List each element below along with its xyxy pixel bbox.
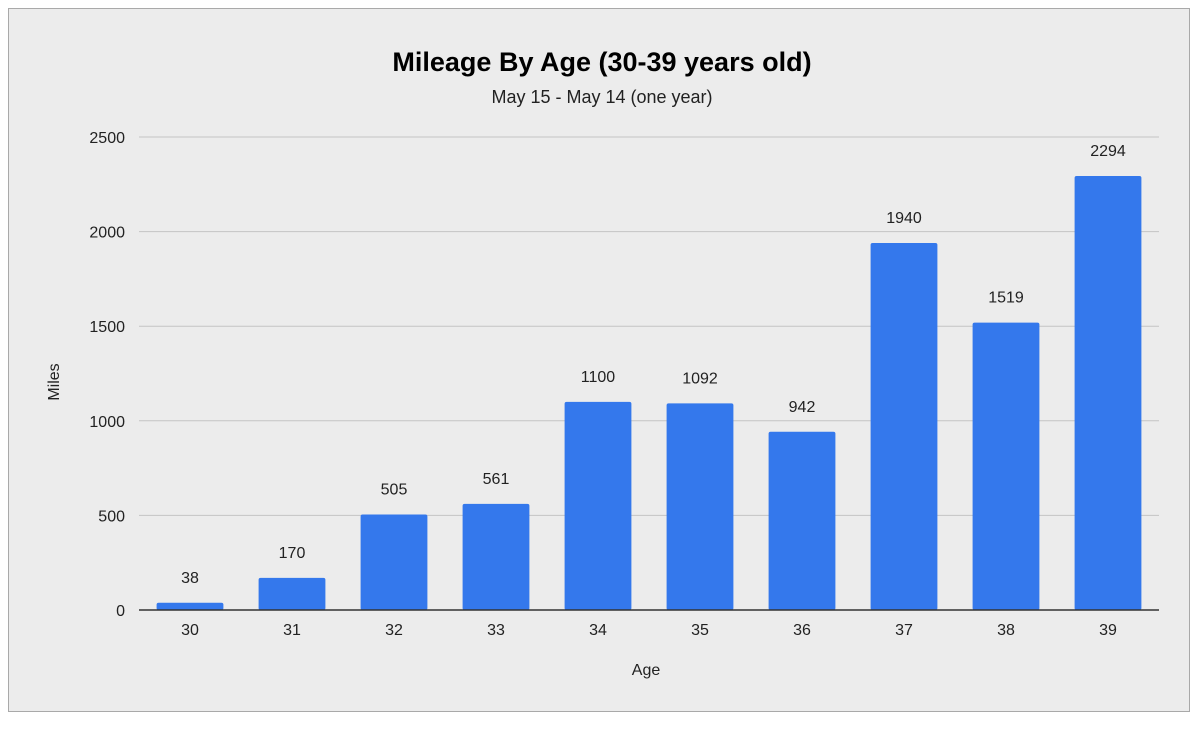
bar-age-33 — [462, 503, 530, 610]
x-tick-label: 33 — [487, 622, 505, 639]
bar-age-37 — [870, 242, 938, 610]
y-tick-label: 2500 — [89, 130, 125, 147]
y-tick-label: 1500 — [89, 319, 125, 336]
bar-age-39 — [1074, 175, 1142, 610]
bar-age-36 — [768, 431, 836, 610]
chart-subtitle: May 15 - May 14 (one year) — [491, 87, 712, 107]
bar-chart: Mileage By Age (30-39 years old) May 15 … — [46, 47, 1159, 679]
data-label: 2294 — [1090, 143, 1126, 160]
chart-title: Mileage By Age (30-39 years old) — [392, 47, 811, 77]
data-label: 1100 — [581, 369, 616, 386]
bar-age-31 — [258, 577, 326, 610]
bars — [156, 175, 1142, 610]
x-tick-label: 30 — [181, 622, 199, 639]
data-label: 561 — [483, 471, 510, 488]
y-tick-label: 0 — [116, 603, 125, 620]
x-tick-labels: 30 31 32 33 34 35 36 37 38 39 — [181, 622, 1117, 639]
data-labels: 38 170 505 561 1100 1092 942 1940 1519 2294 — [181, 143, 1126, 587]
y-axis-label: Miles — [46, 363, 63, 400]
data-label: 1092 — [682, 370, 718, 387]
bar-age-34 — [564, 401, 632, 610]
x-axis-label: Age — [632, 662, 661, 679]
x-tick-label: 39 — [1099, 622, 1117, 639]
x-tick-label: 36 — [793, 622, 811, 639]
bar-age-30 — [156, 602, 224, 610]
data-label: 1940 — [886, 210, 922, 227]
y-tick-label: 2000 — [89, 225, 125, 242]
bar-age-35 — [666, 403, 734, 610]
x-tick-label: 32 — [385, 622, 403, 639]
chart-frame: Mileage By Age (30-39 years old) May 15 … — [8, 8, 1190, 712]
data-label: 942 — [789, 399, 816, 416]
y-tick-label: 1000 — [89, 414, 125, 431]
data-label: 170 — [279, 545, 306, 562]
x-tick-label: 38 — [997, 622, 1015, 639]
x-tick-label: 31 — [283, 622, 301, 639]
bar-age-32 — [360, 514, 428, 610]
x-tick-label: 35 — [691, 622, 709, 639]
data-label: 38 — [181, 570, 199, 587]
x-tick-label: 34 — [589, 622, 607, 639]
bar-age-38 — [972, 322, 1040, 610]
y-tick-labels: 0 500 1000 1500 2000 2500 — [89, 130, 125, 620]
data-label: 505 — [381, 481, 408, 498]
data-label: 1519 — [988, 290, 1024, 307]
y-tick-label: 500 — [98, 508, 125, 525]
x-tick-label: 37 — [895, 622, 913, 639]
